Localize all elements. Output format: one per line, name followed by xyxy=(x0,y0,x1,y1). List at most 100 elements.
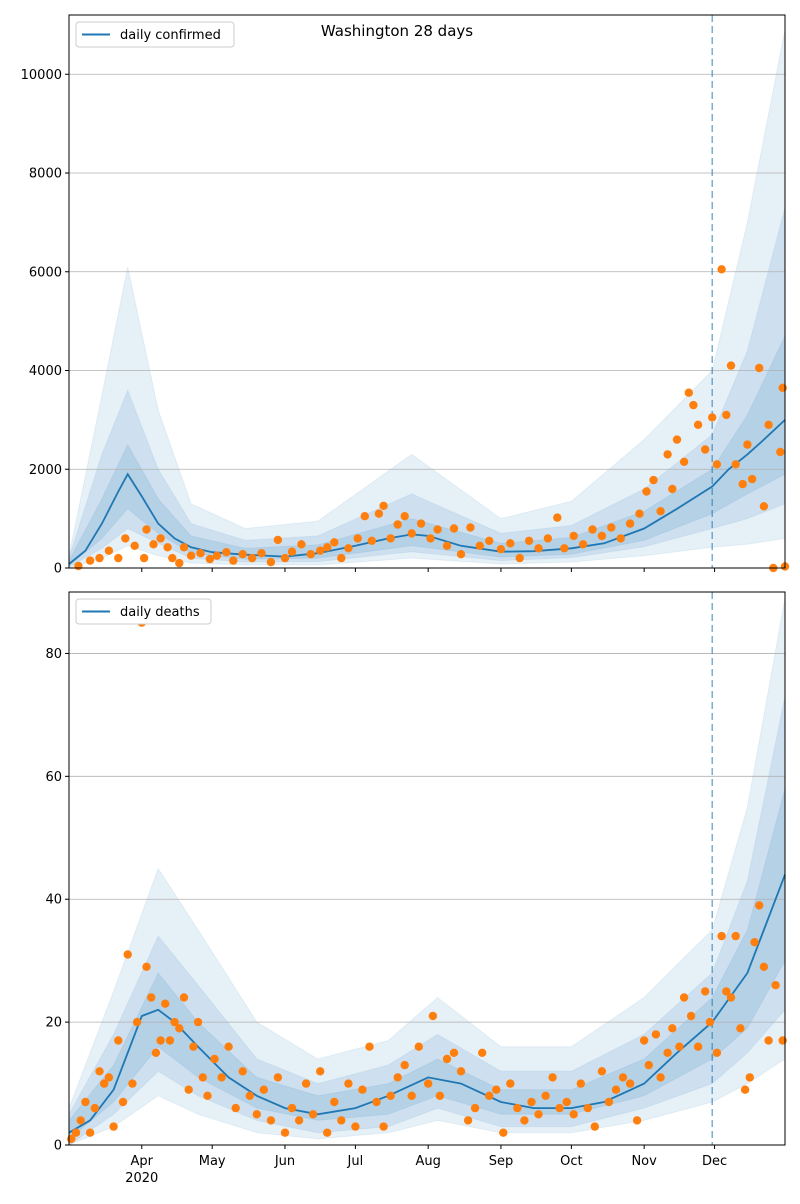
deaths-observed-point xyxy=(693,1042,703,1051)
x-tick-label: Jul xyxy=(347,1154,364,1169)
deaths-observed-point xyxy=(534,1110,543,1119)
deaths-observed-point xyxy=(506,1079,515,1088)
deaths-observed-point xyxy=(764,1036,773,1045)
confirmed-observed-points xyxy=(74,265,790,573)
deaths-observed-point xyxy=(686,1011,696,1021)
confirmed-observed-point xyxy=(747,474,757,484)
confirmed-observed-point xyxy=(360,512,369,521)
confirmed-legend-box xyxy=(75,21,235,48)
deaths-observed-point xyxy=(301,1079,311,1088)
confirmed-y-tick-label: 10000 xyxy=(21,68,62,83)
deaths-observed-point xyxy=(548,1073,557,1082)
x-tick-label: Aug xyxy=(415,1154,440,1169)
confirmed-observed-point xyxy=(625,519,635,528)
confirmed-observed-point xyxy=(712,460,722,469)
confirmed-legend-label: daily confirmed xyxy=(120,28,221,43)
deaths-observed-point xyxy=(759,962,769,971)
deaths-observed-point xyxy=(245,1091,254,1101)
confirmed-observed-point xyxy=(175,558,184,568)
deaths-observed-point xyxy=(513,1103,522,1113)
deaths-observed-point xyxy=(712,1048,722,1058)
confirmed-y-ticks: 0 2000 4000 6000 8000 10000 xyxy=(21,68,69,577)
deaths-observed-point xyxy=(104,1073,114,1082)
confirmed-observed-point xyxy=(689,400,698,410)
confirmed-panel: 0 2000 4000 6000 8000 10000 Washington 28 day… xyxy=(21,14,790,577)
confirmed-observed-point xyxy=(597,531,607,541)
deaths-observed-point xyxy=(639,1036,649,1045)
confirmed-observed-point xyxy=(442,541,452,550)
confirmed-observed-point xyxy=(186,551,196,560)
deaths-observed-point xyxy=(330,1097,339,1107)
confirmed-observed-point xyxy=(701,445,710,454)
deaths-observed-point xyxy=(386,1091,395,1101)
deaths-observed-point xyxy=(499,1128,508,1137)
deaths-observed-point xyxy=(745,1073,754,1082)
deaths-observed-point xyxy=(771,981,780,990)
deaths-observed-point xyxy=(95,1067,104,1076)
confirmed-observed-point xyxy=(717,265,726,274)
confirmed-observed-point xyxy=(114,553,123,563)
deaths-observed-point xyxy=(668,1024,677,1033)
confirmed-observed-point xyxy=(616,534,625,543)
deaths-observed-point xyxy=(597,1067,607,1076)
deaths-observed-point xyxy=(142,962,151,971)
deaths-observed-point xyxy=(224,1042,233,1051)
confirmed-observed-point xyxy=(679,457,689,466)
deaths-observed-point xyxy=(128,1079,137,1088)
confirmed-observed-point xyxy=(139,553,149,563)
deaths-observed-point xyxy=(316,1067,325,1076)
deaths-observed-point xyxy=(604,1097,614,1107)
confirmed-observed-point xyxy=(684,388,693,397)
deaths-observed-point xyxy=(590,1122,599,1131)
confirmed-observed-point xyxy=(323,543,332,552)
confirmed-observed-point xyxy=(229,556,238,565)
confirmed-observed-point xyxy=(668,484,677,494)
confirmed-observed-point xyxy=(353,534,362,543)
confirmed-observed-point xyxy=(726,361,736,370)
confirmed-observed-point xyxy=(722,410,731,420)
confirmed-observed-point xyxy=(95,553,104,563)
confirmed-observed-point xyxy=(400,512,409,521)
confirmed-observed-point xyxy=(386,534,395,543)
confirmed-observed-point xyxy=(306,550,315,559)
confirmed-y-tick-label: 4000 xyxy=(29,364,62,379)
confirmed-observed-point xyxy=(196,549,205,558)
confirmed-observed-point xyxy=(433,525,442,534)
deaths-observed-point xyxy=(435,1091,445,1101)
confirmed-observed-point xyxy=(588,525,597,534)
deaths-observed-point xyxy=(618,1073,628,1082)
confirmed-observed-point xyxy=(656,507,665,516)
deaths-observed-point xyxy=(407,1091,416,1101)
deaths-observed-point xyxy=(203,1091,212,1101)
confirmed-observed-point xyxy=(149,540,158,549)
confirmed-observed-point xyxy=(393,520,402,529)
confirmed-observed-point xyxy=(205,554,215,564)
confirmed-observed-point xyxy=(456,550,466,559)
confirmed-observed-point xyxy=(273,535,283,545)
deaths-observed-point xyxy=(644,1060,653,1070)
deaths-observed-point xyxy=(400,1060,409,1070)
confirmed-observed-point xyxy=(337,553,346,563)
deaths-uncertainty-bands xyxy=(68,598,786,1146)
confirmed-x-ticks xyxy=(141,568,716,572)
confirmed-observed-point xyxy=(426,534,435,543)
confirmed-y-tick-label: 2000 xyxy=(29,463,62,478)
deaths-observed-point xyxy=(179,993,189,1002)
chart-title: Washington 28 days xyxy=(321,22,473,40)
deaths-observed-point xyxy=(193,1017,203,1027)
confirmed-observed-point xyxy=(663,450,672,459)
confirmed-observed-point xyxy=(649,475,658,485)
deaths-observed-point xyxy=(217,1073,226,1082)
deaths-observed-point xyxy=(717,931,726,941)
deaths-observed-point xyxy=(273,1073,283,1082)
deaths-observed-point xyxy=(308,1110,318,1119)
deaths-observed-point xyxy=(175,1024,184,1033)
confirmed-observed-point xyxy=(238,550,247,559)
x-tick-label: Oct xyxy=(560,1154,582,1169)
deaths-observed-point xyxy=(198,1073,207,1082)
deaths-observed-point xyxy=(740,1085,750,1094)
deaths-observed-point xyxy=(527,1097,536,1107)
confirmed-observed-point xyxy=(163,543,172,552)
confirmed-observed-point xyxy=(534,544,543,553)
